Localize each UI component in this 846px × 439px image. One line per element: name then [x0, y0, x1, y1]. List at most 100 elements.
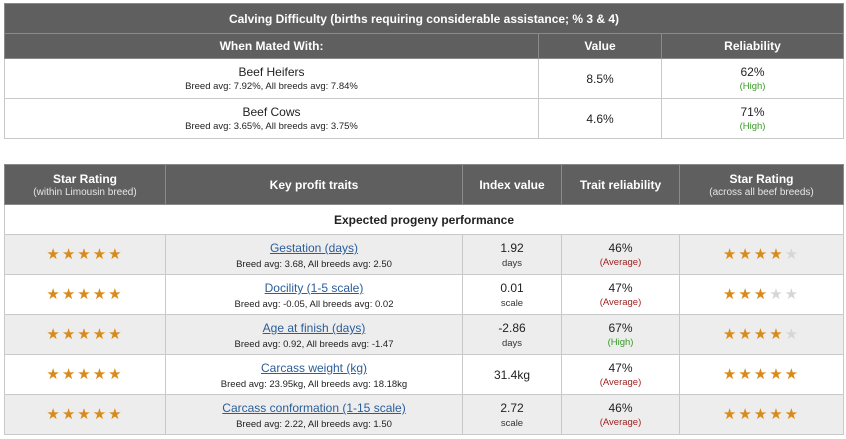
star-empty-icon: ★ [784, 326, 801, 343]
star-filled-icon: ★ [738, 406, 754, 423]
trait-link[interactable]: Age at finish (days) [262, 321, 366, 335]
index-unit: scale [500, 297, 524, 309]
star-rating-all-cell: ★★★★★ [679, 274, 844, 315]
index-value: 2.72 [500, 400, 524, 415]
star-filled-icon: ★ [753, 326, 770, 343]
star-rating-breed-cell: ★★★★★ [4, 314, 166, 355]
star-filled-icon: ★ [92, 246, 109, 263]
trait-row: ★★★★★ Age at finish (days) Breed avg: 0.92… [4, 314, 844, 355]
star-rating-breed-cell: ★★★★★ [4, 234, 166, 275]
star-rating: ★★★★★ [46, 366, 123, 383]
calving-reliability-label: (High) [739, 121, 766, 132]
trait-reliability-cell: 67% (High) [561, 314, 680, 355]
trait-reliability-label: (Average) [599, 377, 642, 388]
star-filled-icon: ★ [108, 326, 124, 343]
index-value-cell: 31.4kg [462, 354, 562, 395]
trait-reliability-value: 47% [608, 361, 633, 375]
trait-cell: Docility (1-5 scale) Breed avg: -0.05, Al… [165, 274, 463, 315]
section-expected-progeny: Expected progeny performance [4, 204, 844, 235]
star-rating: ★★★★★ [46, 286, 123, 303]
star-filled-icon: ★ [92, 366, 109, 383]
star-filled-icon: ★ [46, 326, 62, 343]
star-rating-breed-cell: ★★★★★ [4, 394, 166, 435]
traits-table: Star Rating (within Limousin breed) Key … [4, 164, 844, 435]
star-filled-icon: ★ [61, 246, 78, 263]
index-value-cell: -2.86 days [462, 314, 562, 355]
star-filled-icon: ★ [77, 246, 93, 263]
trait-row: ★★★★★ Docility (1-5 scale) Breed avg: -0.0… [4, 274, 844, 315]
star-empty-icon: ★ [769, 286, 785, 303]
star-filled-icon: ★ [738, 286, 754, 303]
star-filled-icon: ★ [92, 406, 109, 423]
star-rating: ★★★★★ [723, 246, 800, 263]
index-value-cell: 0.01 scale [462, 274, 562, 315]
star-filled-icon: ★ [77, 406, 93, 423]
star-filled-icon: ★ [753, 406, 770, 423]
trait-reliability-value: 67% [608, 321, 633, 335]
trait-reliability-cell: 47% (Average) [561, 354, 680, 395]
calving-row: Beef Heifers Breed avg: 7.92%, All breeds… [4, 58, 845, 99]
trait-row: ★★★★★ Gestation (days) Breed avg: 3.68, Al… [4, 234, 844, 275]
mated-with-avg: Breed avg: 7.92%, All breeds avg: 7.84% [185, 81, 358, 92]
star-filled-icon: ★ [753, 286, 770, 303]
trait-reliability-cell: 46% (Average) [561, 234, 680, 275]
col-key-traits: Key profit traits [165, 164, 463, 205]
star-rating: ★★★★★ [723, 326, 800, 343]
star-rating: ★★★★★ [723, 366, 800, 383]
star-filled-icon: ★ [738, 326, 754, 343]
star-filled-icon: ★ [722, 406, 739, 423]
star-filled-icon: ★ [46, 286, 62, 303]
trait-reliability-cell: 46% (Average) [561, 394, 680, 435]
star-rating-all-cell: ★★★★★ [679, 314, 844, 355]
calving-title: Calving Difficulty (births requiring con… [3, 3, 845, 34]
trait-link[interactable]: Gestation (days) [269, 241, 359, 255]
star-filled-icon: ★ [784, 366, 801, 383]
star-filled-icon: ★ [769, 246, 785, 263]
col-star-rating-label: Star Rating [52, 171, 117, 186]
star-filled-icon: ★ [61, 406, 78, 423]
star-filled-icon: ★ [753, 366, 770, 383]
star-filled-icon: ★ [46, 406, 62, 423]
star-filled-icon: ★ [108, 406, 124, 423]
index-value: 1.92 [500, 240, 524, 255]
trait-link[interactable]: Docility (1-5 scale) [264, 281, 364, 295]
trait-avg: Breed avg: 0.92, All breeds avg: -1.47 [234, 339, 394, 350]
star-rating: ★★★★★ [46, 406, 123, 423]
star-filled-icon: ★ [77, 366, 93, 383]
star-filled-icon: ★ [784, 406, 801, 423]
calving-reliability-value: 62% [740, 65, 765, 79]
calving-value: 4.6% [538, 98, 662, 139]
mated-with-cell: Beef Heifers Breed avg: 7.92%, All breeds… [4, 58, 539, 99]
star-rating-all-cell: ★★★★★ [679, 354, 844, 395]
trait-avg: Breed avg: 3.68, All breeds avg: 2.50 [236, 259, 392, 270]
star-empty-icon: ★ [784, 286, 801, 303]
trait-reliability-label: (Average) [599, 297, 642, 308]
star-filled-icon: ★ [77, 286, 93, 303]
index-unit: scale [500, 417, 524, 429]
star-filled-icon: ★ [61, 286, 78, 303]
star-filled-icon: ★ [722, 326, 739, 343]
star-filled-icon: ★ [77, 326, 93, 343]
trait-link[interactable]: Carcass conformation (1-15 scale) [222, 401, 406, 415]
col-index-value: Index value [462, 164, 562, 205]
star-rating-breed-cell: ★★★★★ [4, 274, 166, 315]
star-rating: ★★★★★ [723, 406, 800, 423]
calving-value: 8.5% [538, 58, 662, 99]
col-reliability: Reliability [660, 33, 845, 59]
col-star-rating-sub: (within Limousin breed) [33, 186, 137, 198]
star-rating: ★★★★★ [46, 246, 123, 263]
star-filled-icon: ★ [753, 246, 770, 263]
star-filled-icon: ★ [61, 326, 78, 343]
col-star-rating-all: Star Rating (across all beef breeds) [679, 164, 844, 205]
trait-reliability-value: 46% [608, 401, 633, 415]
star-rating-breed-cell: ★★★★★ [4, 354, 166, 395]
mated-with-cell: Beef Cows Breed avg: 3.65%, All breeds av… [4, 98, 539, 139]
star-filled-icon: ★ [61, 366, 78, 383]
trait-link[interactable]: Carcass weight (kg) [260, 361, 368, 375]
trait-reliability-cell: 47% (Average) [561, 274, 680, 315]
index-unit: days [501, 337, 523, 349]
star-filled-icon: ★ [92, 326, 109, 343]
star-filled-icon: ★ [722, 286, 739, 303]
calving-difficulty-table: Calving Difficulty (births requiring con… [3, 3, 845, 139]
col-star-rating-breed: Star Rating (within Limousin breed) [4, 164, 166, 205]
